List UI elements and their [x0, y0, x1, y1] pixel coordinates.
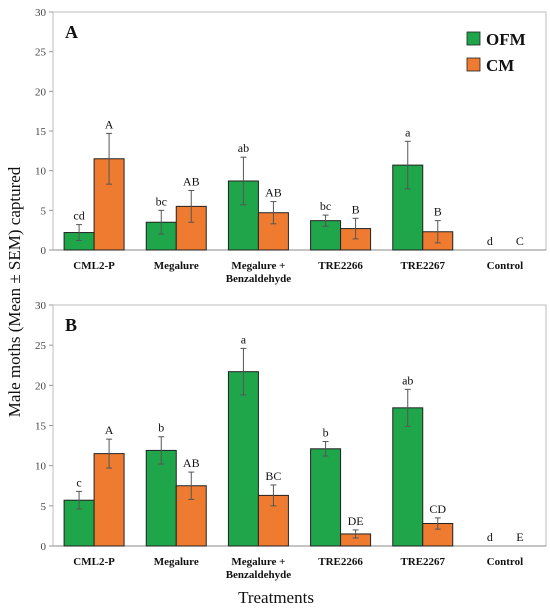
category-label-line: TRE2266 — [318, 260, 363, 272]
legend-label-ofm: OFM — [486, 30, 526, 49]
category-label: TRE2266 — [318, 260, 363, 272]
panel-b: 0 5 10 15 20 25 30 Bc A CML2-P b AB Megalure a BC Megal… — [35, 300, 547, 581]
significance-letter: AB — [183, 175, 200, 189]
category-label-line: Benzaldehyde — [226, 273, 292, 285]
significance-letter: d — [487, 530, 493, 544]
category-label-line: Megalure — [154, 556, 199, 568]
category-label-line: Control — [487, 260, 523, 272]
category-label: TRE2267 — [400, 260, 445, 272]
category-label: CML2-P — [73, 260, 115, 272]
category-label-line: Benzaldehyde — [226, 569, 292, 581]
legend: OFM CM — [466, 30, 526, 75]
category-label: Control — [487, 556, 523, 568]
y-tick-label: 15 — [35, 126, 47, 138]
significance-letter: b — [323, 426, 329, 440]
significance-letter: BC — [265, 469, 281, 483]
significance-letter: AB — [183, 456, 200, 470]
significance-letter: B — [352, 202, 360, 216]
category-label-line: Control — [487, 556, 523, 568]
significance-letter: A — [105, 117, 114, 131]
bar-ofm — [145, 449, 177, 547]
y-tick-label: 25 — [35, 47, 47, 59]
category-label: CML2-P — [73, 556, 115, 568]
y-tick-label: 5 — [41, 501, 47, 513]
plot-area-frame — [52, 304, 547, 547]
y-axis-title: Male moths (Mean ± SEM) captured — [5, 166, 24, 417]
category-label: Megalure + Benzaldehyde — [226, 556, 292, 581]
significance-letter: E — [516, 530, 523, 544]
significance-letter: b — [158, 421, 164, 435]
significance-letter: a — [405, 125, 411, 139]
category-label-line: TRE2267 — [400, 556, 445, 568]
x-axis-title: Treatments — [238, 588, 314, 607]
y-tick-label: 20 — [35, 380, 47, 392]
y-tick-label: 30 — [35, 300, 47, 312]
bar-ofm — [310, 448, 342, 547]
bar-cm — [93, 453, 125, 547]
category-label-line: Megalure — [154, 260, 199, 272]
y-tick-label: 0 — [41, 245, 47, 257]
category-label: TRE2267 — [400, 556, 445, 568]
significance-letter: bc — [320, 199, 331, 213]
category-label-line: CML2-P — [73, 260, 115, 272]
y-tick-label: 0 — [41, 541, 47, 553]
category-label-line: TRE2267 — [400, 260, 445, 272]
plot-area-frame — [52, 11, 547, 251]
category-label-line: CML2-P — [73, 556, 115, 568]
significance-letter: B — [434, 205, 442, 219]
category-label: Megalure + Benzaldehyde — [226, 260, 292, 285]
legend-swatch-cm — [466, 57, 481, 72]
y-tick-label: 25 — [35, 340, 47, 352]
significance-letter: CD — [429, 502, 446, 516]
significance-letter: C — [516, 234, 524, 248]
y-tick-label: 30 — [35, 7, 47, 19]
category-label: Control — [487, 260, 523, 272]
panel-label: A — [65, 22, 78, 42]
bar-ofm — [227, 371, 259, 547]
y-tick-label: 10 — [35, 461, 47, 473]
significance-letter: DE — [348, 514, 364, 528]
category-label: Megalure — [154, 260, 199, 272]
significance-letter: A — [105, 423, 114, 437]
category-label-line: Megalure + — [231, 556, 285, 568]
bar-ofm — [392, 407, 424, 547]
significance-letter: a — [241, 332, 247, 346]
significance-letter: bc — [156, 194, 167, 208]
significance-letter: d — [487, 234, 493, 248]
category-label-line: Megalure + — [231, 260, 285, 272]
significance-letter: AB — [265, 186, 282, 200]
category-label: Megalure — [154, 556, 199, 568]
y-tick-label: 15 — [35, 421, 47, 433]
panels: 051015202530AcdACML2-PbcABMegalureabABMe… — [35, 7, 547, 581]
panel-a: 0 5 10 15 20 25 30 Acd A CML2-P bc AB Megalure ab AB Me… — [35, 7, 547, 285]
significance-letter: ab — [238, 141, 249, 155]
y-tick-label: 10 — [35, 166, 47, 178]
significance-letter: cd — [73, 209, 84, 223]
y-tick-label: 5 — [41, 205, 47, 217]
category-label-line: TRE2266 — [318, 556, 363, 568]
significance-letter: ab — [402, 373, 413, 387]
significance-letter: c — [76, 475, 81, 489]
legend-label-cm: CM — [486, 56, 514, 75]
legend-swatch-ofm — [466, 31, 481, 46]
panel-label: B — [65, 315, 77, 335]
y-tick-label: 20 — [35, 86, 47, 98]
category-label: TRE2266 — [318, 556, 363, 568]
